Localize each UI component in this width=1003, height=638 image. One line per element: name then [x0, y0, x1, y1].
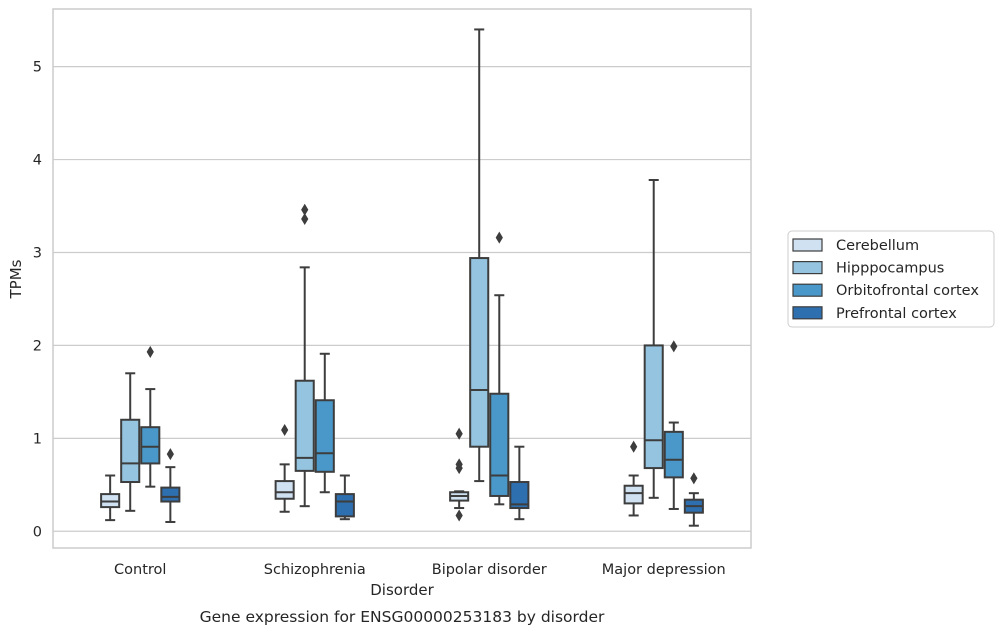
x-tick-label-bipolar-disorder: Bipolar disorder: [432, 562, 547, 578]
box-orbitofrontal-cortex-bipolar-disorder: [489, 231, 510, 506]
outlier-point: [630, 440, 638, 453]
outlier-point: [670, 340, 678, 353]
legend-item-cerebellum: Cerebellum: [792, 238, 919, 254]
box-hipppocampus-major-depression: [643, 178, 664, 499]
box-prefrontal-cortex-control: [160, 448, 181, 523]
legend-label: Orbitofrontal cortex: [836, 283, 979, 299]
outlier-point: [455, 427, 463, 440]
y-axis-label: TPMs: [7, 259, 25, 299]
box-cerebellum-major-depression: [623, 440, 644, 517]
box-iqr: [469, 257, 490, 448]
box-iqr: [509, 481, 530, 510]
box-cerebellum-bipolar-disorder: [449, 427, 470, 522]
legend-item-prefrontal-cortex: Prefrontal cortex: [792, 306, 957, 322]
box-cerebellum-schizophrenia: [274, 423, 295, 513]
y-tick-labels: 0 1 2 3 4 5: [33, 60, 42, 541]
box-iqr: [643, 344, 664, 470]
box-cerebellum-control: [100, 474, 121, 522]
gridlines: [53, 66, 751, 532]
legend-label: Prefrontal cortex: [836, 306, 957, 322]
y-tick-label: 4: [33, 153, 42, 169]
x-axis-label: Disorder: [370, 581, 434, 599]
legend-swatch: [792, 283, 823, 297]
outlier-point: [455, 509, 463, 522]
y-tick-label: 5: [33, 60, 42, 76]
legend-swatch: [792, 306, 823, 320]
outlier-point: [495, 231, 503, 244]
box-prefrontal-cortex-schizophrenia: [334, 474, 355, 521]
legend-item-orbitofrontal-cortex: Orbitofrontal cortex: [792, 283, 979, 299]
y-tick-label: 3: [33, 245, 42, 261]
legend-swatch: [792, 238, 823, 252]
legend-swatch: [792, 261, 823, 275]
box-iqr: [489, 392, 510, 497]
box-hipppocampus-schizophrenia: [294, 203, 315, 508]
legend: Cerebellum Hipppocampus Orbitofrontal cort…: [787, 230, 995, 328]
box-orbitofrontal-cortex-schizophrenia: [314, 352, 335, 494]
box-iqr: [314, 399, 335, 473]
legend-item-hipppocampus: Hipppocampus: [792, 261, 944, 277]
box-hipppocampus-bipolar-disorder: [469, 28, 490, 483]
outlier-point: [301, 212, 309, 226]
outlier-point: [301, 203, 309, 216]
x-tick-label-major-depression: Major depression: [602, 562, 726, 578]
outlier-point: [146, 345, 154, 358]
box-iqr: [160, 486, 181, 503]
box-iqr: [663, 430, 684, 479]
box-iqr: [274, 480, 295, 500]
box-layer: [100, 28, 704, 527]
legend-frame: [787, 230, 995, 328]
legend-label: Cerebellum: [836, 238, 919, 254]
box-hipppocampus-control: [120, 372, 141, 512]
x-tick-label-control: Control: [114, 562, 166, 578]
box-iqr: [140, 426, 161, 465]
legend-label: Hipppocampus: [836, 261, 944, 277]
box-iqr: [623, 484, 644, 505]
outlier-point: [455, 458, 463, 471]
x-tick-labels: Control Schizophrenia Bipolar disorder Majo…: [114, 562, 726, 578]
box-prefrontal-cortex-bipolar-disorder: [509, 445, 530, 521]
box-iqr: [334, 493, 355, 518]
box-iqr: [120, 418, 141, 484]
outlier-point: [281, 423, 289, 437]
outlier-point: [690, 472, 698, 485]
box-prefrontal-cortex-major-depression: [683, 472, 704, 527]
plot-frame: [52, 8, 752, 549]
box-iqr: [294, 379, 315, 472]
box-orbitofrontal-cortex-control: [140, 345, 161, 488]
outlier-point: [166, 448, 174, 461]
chart-caption: Gene expression for ENSG00000253183 by d…: [200, 608, 605, 626]
box-orbitofrontal-cortex-major-depression: [663, 340, 684, 510]
x-tick-label-schizophrenia: Schizophrenia: [264, 562, 366, 578]
y-tick-label: 2: [33, 338, 42, 354]
y-tick-label: 0: [33, 524, 42, 540]
y-tick-label: 1: [33, 431, 42, 447]
